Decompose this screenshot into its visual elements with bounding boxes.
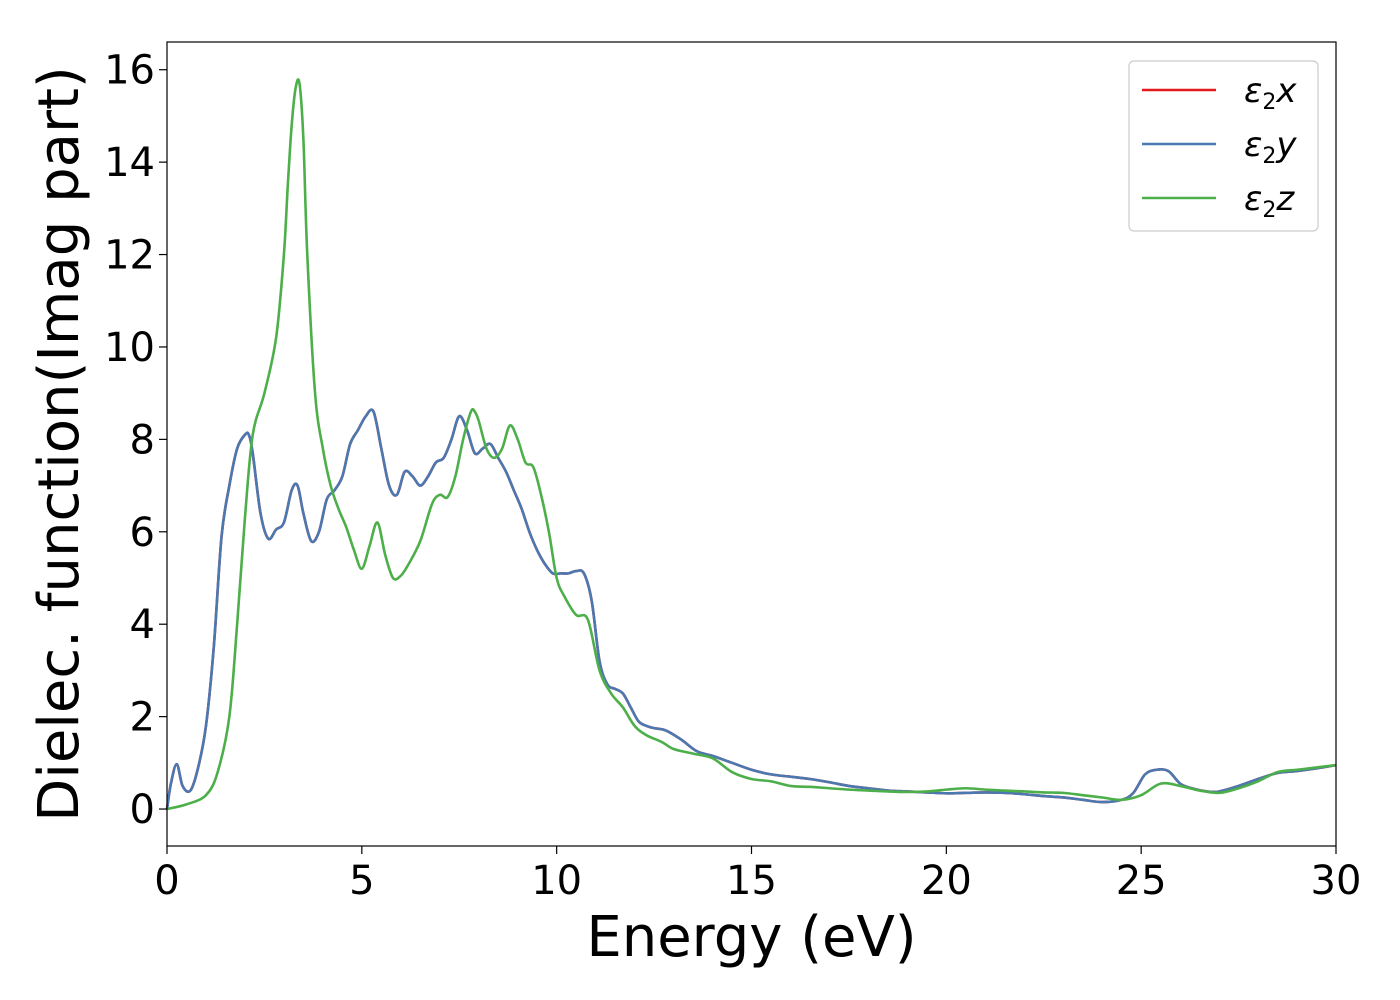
x-axis-label: Energy (eV): [586, 905, 916, 970]
y-tick-label: 10: [104, 325, 155, 371]
x-tick-label: 20: [921, 858, 972, 904]
y-tick-label: 6: [130, 510, 155, 556]
y-tick-label: 4: [130, 602, 155, 648]
y-tick-label: 16: [104, 48, 155, 94]
y-axis-label: Dielec. function(Imag part): [27, 66, 92, 822]
legend-label-y: ε2y: [1244, 125, 1297, 169]
legend-box: [1128, 60, 1319, 232]
x-tick-label: 10: [531, 858, 582, 904]
x-tick-label: 5: [349, 858, 374, 904]
y-tick-label: 12: [104, 233, 155, 279]
y-tick-label: 2: [130, 695, 155, 741]
legend: ε2x ε2y ε2z: [1128, 60, 1319, 232]
y-axis-ticks: 0 2 4 6 8 10 12 14 16: [104, 48, 167, 833]
series-line-y: [165, 408, 1337, 810]
x-tick-label: 0: [154, 858, 179, 904]
x-tick-label: 15: [726, 858, 777, 904]
x-tick-label: 30: [1311, 858, 1362, 904]
legend-label-z: ε2z: [1244, 179, 1295, 223]
series-layer: [165, 78, 1337, 811]
x-axis-ticks: 0 5 10 15 20 25 30: [154, 846, 1361, 904]
y-tick-label: 14: [104, 140, 155, 186]
y-tick-label: 0: [130, 787, 155, 833]
legend-label-x: ε2x: [1244, 71, 1297, 115]
x-tick-label: 25: [1116, 858, 1167, 904]
series-line-z: [166, 78, 1337, 811]
y-tick-label: 8: [130, 417, 155, 463]
